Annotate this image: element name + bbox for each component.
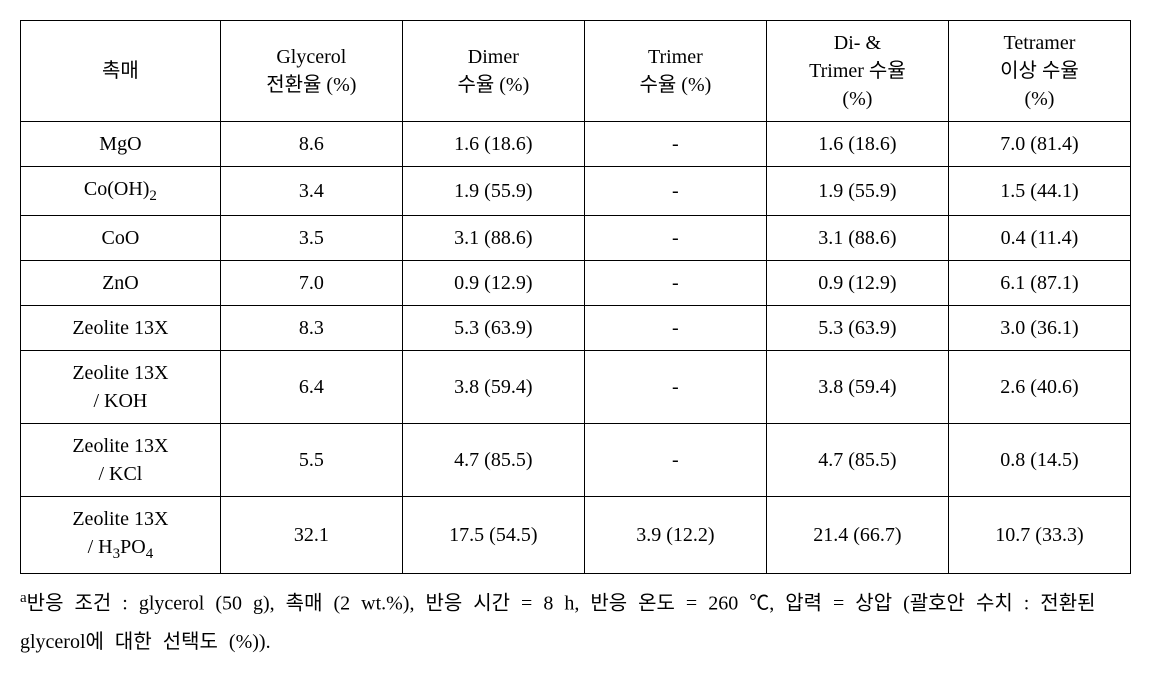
table-cell: - <box>584 351 766 424</box>
table-cell: 0.4 (11.4) <box>948 216 1130 261</box>
table-cell: 0.9 (12.9) <box>766 261 948 306</box>
table-cell: 3.8 (59.4) <box>402 351 584 424</box>
table-cell: - <box>584 261 766 306</box>
table-cell: 4.7 (85.5) <box>766 424 948 497</box>
table-cell: 32.1 <box>220 497 402 574</box>
table-cell: 4.7 (85.5) <box>402 424 584 497</box>
col-header: Di- &Trimer 수율(%) <box>766 21 948 122</box>
table-cell: 5.5 <box>220 424 402 497</box>
table-cell: 6.4 <box>220 351 402 424</box>
table-row: Zeolite 13X/ H3PO432.117.5 (54.5)3.9 (12… <box>21 497 1131 574</box>
table-cell: 1.5 (44.1) <box>948 167 1130 216</box>
table-cell: - <box>584 216 766 261</box>
table-cell: Zeolite 13X/ H3PO4 <box>21 497 221 574</box>
col-header: Trimer수율 (%) <box>584 21 766 122</box>
table-cell: 17.5 (54.5) <box>402 497 584 574</box>
table-row: Zeolite 13X8.35.3 (63.9)-5.3 (63.9)3.0 (… <box>21 306 1131 351</box>
table-row: Zeolite 13X/ KOH6.43.8 (59.4)-3.8 (59.4)… <box>21 351 1131 424</box>
table-cell: 8.3 <box>220 306 402 351</box>
table-cell: 7.0 <box>220 261 402 306</box>
table-cell: 10.7 (33.3) <box>948 497 1130 574</box>
table-cell: Zeolite 13X/ KCl <box>21 424 221 497</box>
table-cell: CoO <box>21 216 221 261</box>
table-row: Zeolite 13X/ KCl5.54.7 (85.5)-4.7 (85.5)… <box>21 424 1131 497</box>
table-cell: 3.9 (12.2) <box>584 497 766 574</box>
table-cell: 3.1 (88.6) <box>402 216 584 261</box>
table-cell: 3.1 (88.6) <box>766 216 948 261</box>
table-cell: - <box>584 306 766 351</box>
table-cell: Co(OH)2 <box>21 167 221 216</box>
table-row: ZnO7.00.9 (12.9)-0.9 (12.9)6.1 (87.1) <box>21 261 1131 306</box>
table-cell: ZnO <box>21 261 221 306</box>
table-cell: 3.0 (36.1) <box>948 306 1130 351</box>
col-header: Glycerol전환율 (%) <box>220 21 402 122</box>
table-cell: 1.6 (18.6) <box>402 122 584 167</box>
table-cell: Zeolite 13X <box>21 306 221 351</box>
table-cell: MgO <box>21 122 221 167</box>
footnote-text: a반응 조건 : glycerol (50 g), 촉매 (2 wt.%), 반… <box>20 584 1131 661</box>
table-header-row: 촉매 Glycerol전환율 (%) Dimer수율 (%) Trimer수율 … <box>21 21 1131 122</box>
table-container: 촉매 Glycerol전환율 (%) Dimer수율 (%) Trimer수율 … <box>20 20 1131 661</box>
table-cell: - <box>584 424 766 497</box>
table-cell: 7.0 (81.4) <box>948 122 1130 167</box>
data-table: 촉매 Glycerol전환율 (%) Dimer수율 (%) Trimer수율 … <box>20 20 1131 574</box>
table-row: MgO8.61.6 (18.6)-1.6 (18.6)7.0 (81.4) <box>21 122 1131 167</box>
table-cell: Zeolite 13X/ KOH <box>21 351 221 424</box>
table-cell: 1.9 (55.9) <box>402 167 584 216</box>
col-header: Dimer수율 (%) <box>402 21 584 122</box>
table-cell: 6.1 (87.1) <box>948 261 1130 306</box>
col-header: 촉매 <box>21 21 221 122</box>
table-row: CoO3.53.1 (88.6)-3.1 (88.6)0.4 (11.4) <box>21 216 1131 261</box>
table-cell: - <box>584 167 766 216</box>
table-cell: 2.6 (40.6) <box>948 351 1130 424</box>
table-cell: 3.5 <box>220 216 402 261</box>
table-cell: 1.9 (55.9) <box>766 167 948 216</box>
table-cell: 21.4 (66.7) <box>766 497 948 574</box>
col-header: Tetramer이상 수율(%) <box>948 21 1130 122</box>
table-cell: 0.9 (12.9) <box>402 261 584 306</box>
table-cell: 5.3 (63.9) <box>766 306 948 351</box>
table-cell: 1.6 (18.6) <box>766 122 948 167</box>
table-cell: 3.8 (59.4) <box>766 351 948 424</box>
table-cell: 5.3 (63.9) <box>402 306 584 351</box>
table-body: MgO8.61.6 (18.6)-1.6 (18.6)7.0 (81.4)Co(… <box>21 122 1131 574</box>
table-cell: 0.8 (14.5) <box>948 424 1130 497</box>
table-cell: 8.6 <box>220 122 402 167</box>
table-cell: 3.4 <box>220 167 402 216</box>
table-row: Co(OH)23.41.9 (55.9)-1.9 (55.9)1.5 (44.1… <box>21 167 1131 216</box>
table-cell: - <box>584 122 766 167</box>
